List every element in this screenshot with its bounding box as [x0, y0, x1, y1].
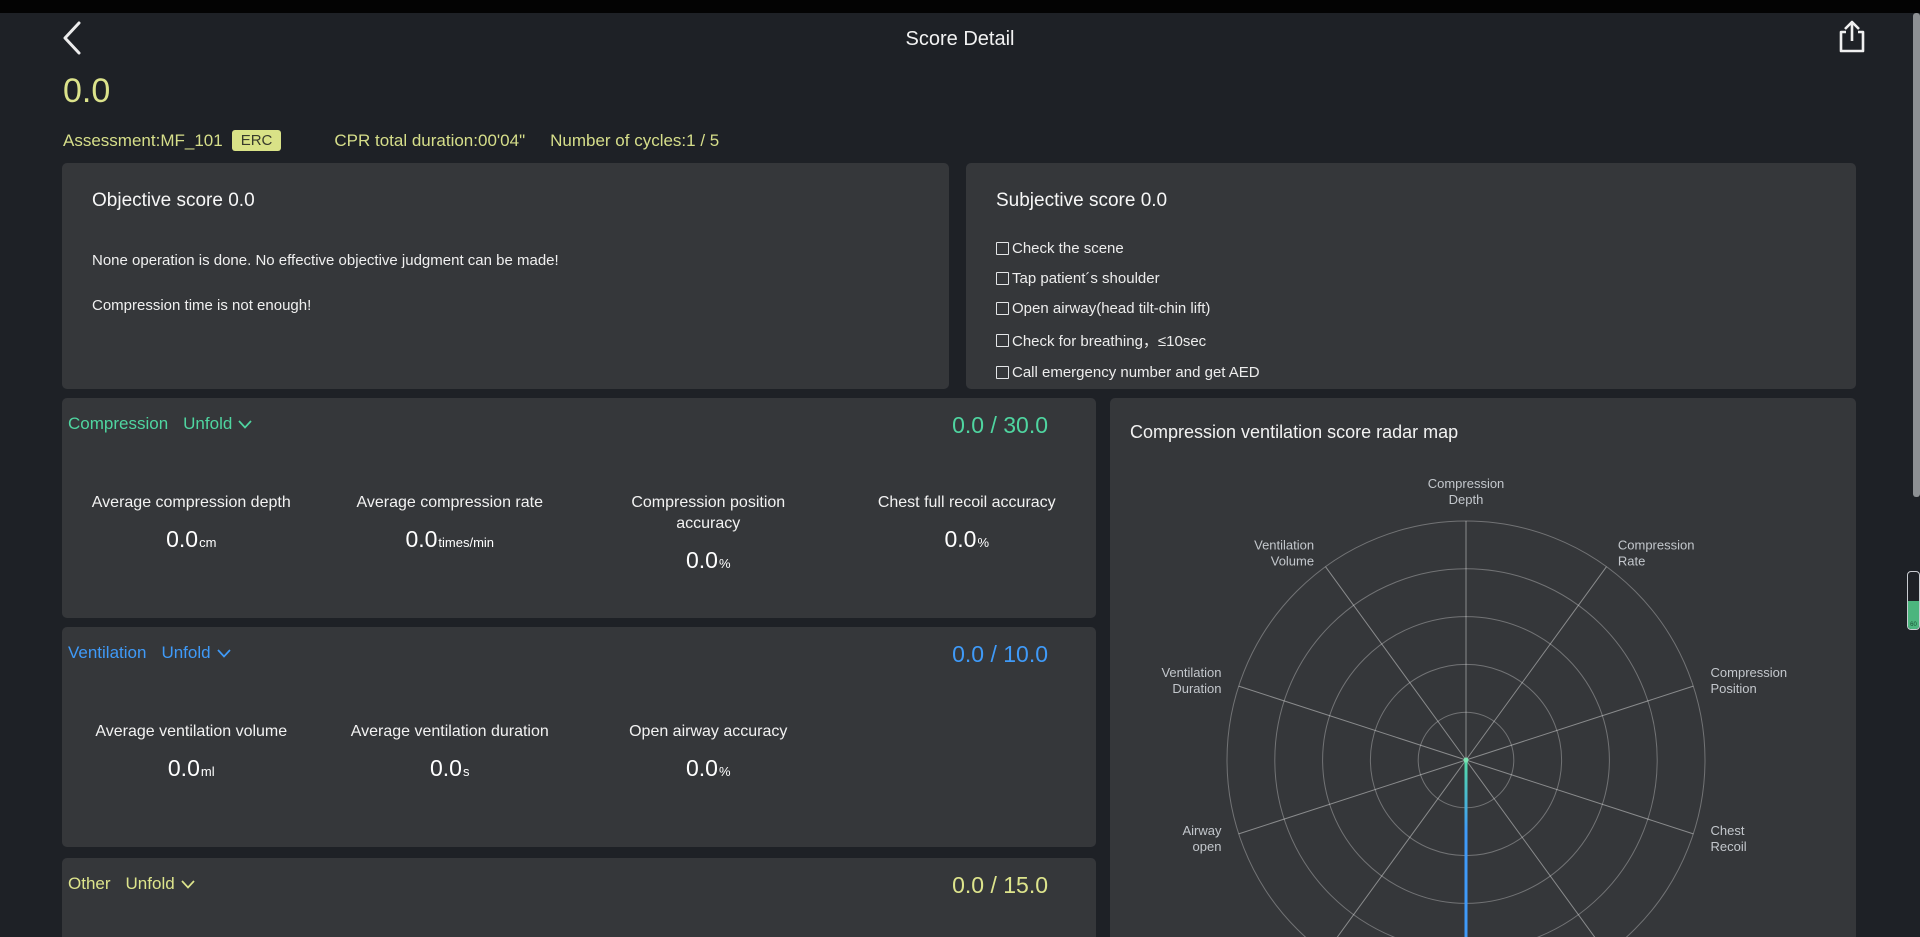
radar-spoke: [1465, 759, 1596, 937]
share-button[interactable]: [1836, 19, 1868, 54]
other-section-score: 0.0 / 15.0: [952, 872, 1048, 898]
radar-spoke: [1465, 759, 1694, 835]
battery-indicator: 60: [1907, 571, 1920, 630]
compression-stats: Average compression depth 0.0cm Average …: [62, 492, 1096, 578]
stat-compression-position-accuracy: Compression position accuracy 0.0%: [631, 494, 786, 573]
radar-spoke: [1465, 685, 1694, 761]
checklist-item[interactable]: Call emergency number and get AED: [996, 364, 1260, 381]
ventilation-section-title: Ventilation: [68, 643, 147, 662]
radar-series-point: [1463, 757, 1469, 763]
other-unfold-toggle[interactable]: Unfold: [126, 874, 195, 894]
checkbox[interactable]: [996, 242, 1009, 255]
objective-panel-title: Objective score 0.0: [92, 190, 255, 211]
subjective-checklist: Check the scene Tap patient´s shoulder O…: [996, 240, 1260, 394]
checklist-item[interactable]: Tap patient´s shoulder: [996, 270, 1260, 287]
scrollbar-thumb[interactable]: [1913, 13, 1920, 497]
stat-chest-full-recoil-accuracy: Chest full recoil accuracy 0.0%: [877, 494, 1056, 552]
ventilation-unfold-toggle[interactable]: Unfold: [161, 643, 231, 663]
ventilation-section: Ventilation Unfold 0.0 / 10.0 Average ve…: [62, 627, 1096, 847]
radar-axis-label: Ventilation Duration: [1161, 665, 1221, 696]
total-score: 0.0: [63, 72, 111, 110]
compression-section-header: Compression Unfold: [68, 414, 252, 434]
compression-section: Compression Unfold 0.0 / 30.0 Average co…: [62, 398, 1096, 618]
ventilation-stats: Average ventilation volume 0.0ml Average…: [62, 721, 1096, 786]
cycles-value: 1 / 5: [686, 130, 720, 150]
other-section: Other Unfold 0.0 / 15.0: [62, 858, 1096, 937]
objective-message: None operation is done. No effective obj…: [92, 252, 559, 269]
checkbox[interactable]: [996, 366, 1009, 379]
compression-section-score: 0.0 / 30.0: [952, 412, 1048, 438]
cycles-label: Number of cycles:: [550, 130, 687, 150]
battery-level-label: 60: [1910, 622, 1917, 628]
other-section-title: Other: [68, 874, 111, 893]
chevron-down-icon: [181, 879, 195, 889]
radar-spoke: [1238, 685, 1467, 761]
assessment-label: Assessment:: [63, 130, 161, 150]
protocol-badge: ERC: [231, 130, 282, 151]
radar-spoke: [1238, 759, 1467, 835]
checkbox[interactable]: [996, 334, 1009, 347]
compression-section-title: Compression: [68, 414, 169, 433]
stat-avg-compression-depth: Average compression depth 0.0cm: [91, 494, 291, 552]
share-export-icon: [1839, 20, 1865, 53]
radar-chart-title: Compression ventilation score radar map: [1130, 422, 1459, 442]
checkbox[interactable]: [996, 302, 1009, 315]
radar-chart: Compression Depth Compression Rate Compressi…: [1161, 476, 1788, 937]
battery-fill: [1908, 601, 1919, 629]
checkbox[interactable]: [996, 272, 1009, 285]
checklist-item[interactable]: Check for breathing，≤10sec: [996, 330, 1260, 351]
stat-open-airway-accuracy: Open airway accuracy 0.0%: [629, 723, 788, 781]
cpr-duration-label: CPR total duration:: [334, 130, 478, 150]
assessment-value: MF_101: [160, 130, 223, 150]
objective-score-value: 0.0: [228, 190, 255, 211]
assessment-summary-row: Assessment: MF_101 ERC CPR total duration…: [63, 130, 719, 151]
subjective-panel-title: Subjective score 0.0: [996, 190, 1168, 211]
ventilation-section-header: Ventilation Unfold: [68, 643, 231, 663]
checklist-item[interactable]: Check the scene: [996, 240, 1260, 257]
page-title: Score Detail: [905, 28, 1015, 50]
objective-score-panel: Objective score 0.0 None operation is do…: [62, 163, 949, 389]
status-bar: [0, 0, 1920, 13]
radar-axis-label: Compression Depth: [1428, 476, 1505, 507]
checklist-item[interactable]: Open airway(head tilt-chin lift): [996, 300, 1260, 317]
stat-empty-cell: [838, 721, 1097, 786]
other-section-header: Other Unfold: [68, 874, 195, 894]
objective-messages: None operation is done. No effective obj…: [92, 252, 559, 342]
chevron-left-icon: [63, 21, 81, 55]
radar-axis-label: Chest Recoil: [1711, 823, 1747, 854]
subjective-score-value: 0.0: [1140, 190, 1168, 211]
cpr-duration-value: 00'04": [478, 130, 526, 150]
chevron-down-icon: [238, 419, 252, 429]
stat-avg-ventilation-volume: Average ventilation volume 0.0ml: [95, 723, 288, 781]
radar-chart-panel: Compression Depth Compression Rate Compressi…: [1110, 398, 1856, 937]
radar-spoke: [1325, 566, 1467, 761]
subjective-score-panel: Subjective score 0.0 Check the scene Tap…: [966, 163, 1856, 389]
radar-spoke: [1465, 566, 1607, 761]
radar-axis-label: Airway open: [1182, 823, 1222, 854]
stat-avg-ventilation-duration: Average ventilation duration 0.0s: [350, 723, 549, 781]
radar-axis-label: Ventilation Volume: [1254, 538, 1314, 569]
radar-spoke: [1336, 759, 1467, 937]
chevron-down-icon: [216, 648, 231, 658]
back-button[interactable]: [58, 20, 88, 56]
compression-unfold-toggle[interactable]: Unfold: [183, 414, 252, 434]
objective-message: Compression time is not enough!: [92, 297, 312, 314]
radar-ring: [1274, 568, 1658, 937]
radar-axis-label: Compression Position: [1711, 665, 1788, 696]
ventilation-section-score: 0.0 / 10.0: [952, 641, 1048, 667]
radar-axis-label: Compression Rate: [1618, 538, 1695, 569]
stat-avg-compression-rate: Average compression rate 0.0times/min: [356, 494, 543, 552]
radar-ring: [1226, 520, 1706, 937]
